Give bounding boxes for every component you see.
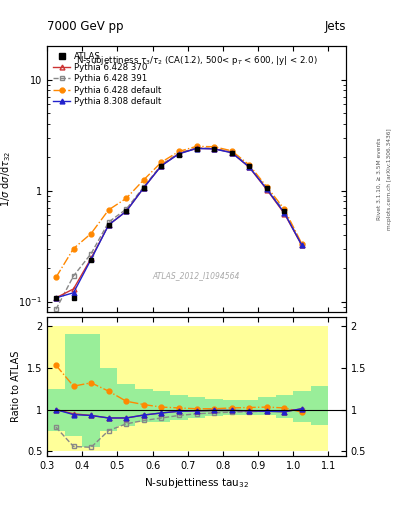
Bar: [65, 326, 82, 452]
Bar: [241, 399, 258, 415]
Bar: [241, 326, 258, 452]
Bar: [82, 334, 100, 447]
Bar: [205, 399, 223, 416]
Bar: [223, 399, 241, 415]
Bar: [65, 334, 82, 436]
Bar: [293, 391, 311, 422]
Bar: [152, 326, 170, 452]
Bar: [118, 385, 135, 426]
Bar: [47, 389, 65, 431]
Bar: [100, 368, 118, 431]
Bar: [135, 389, 152, 422]
Bar: [188, 326, 205, 452]
Text: mcplots.cern.ch [arXiv:1306.3436]: mcplots.cern.ch [arXiv:1306.3436]: [387, 129, 391, 230]
Bar: [293, 326, 311, 452]
Bar: [100, 326, 118, 452]
Y-axis label: 1/$\sigma$ d$\sigma$/d$\tau_{32}$: 1/$\sigma$ d$\sigma$/d$\tau_{32}$: [0, 151, 13, 207]
Legend: ATLAS, Pythia 6.428 370, Pythia 6.428 391, Pythia 6.428 default, Pythia 8.308 de: ATLAS, Pythia 6.428 370, Pythia 6.428 39…: [50, 49, 165, 109]
Bar: [258, 326, 275, 452]
Bar: [135, 326, 152, 452]
X-axis label: N-subjettiness tau$_{32}$: N-subjettiness tau$_{32}$: [144, 476, 249, 490]
Bar: [205, 326, 223, 452]
Bar: [275, 326, 293, 452]
Bar: [118, 326, 135, 452]
Bar: [223, 326, 241, 452]
Bar: [258, 397, 275, 415]
Bar: [170, 326, 188, 452]
Bar: [311, 386, 328, 424]
Bar: [152, 391, 170, 422]
Bar: [188, 397, 205, 418]
Bar: [275, 395, 293, 418]
Text: Rivet 3.1.10, ≥ 3.5M events: Rivet 3.1.10, ≥ 3.5M events: [377, 138, 382, 221]
Text: N-subjettiness $\tau_3/\tau_2$ (CA(1.2), 500< p$_T$ < 600, |y| < 2.0): N-subjettiness $\tau_3/\tau_2$ (CA(1.2),…: [75, 54, 318, 67]
Text: 7000 GeV pp: 7000 GeV pp: [47, 20, 124, 33]
Text: ATLAS_2012_I1094564: ATLAS_2012_I1094564: [153, 271, 240, 281]
Y-axis label: Ratio to ATLAS: Ratio to ATLAS: [11, 351, 21, 422]
Bar: [82, 326, 100, 452]
Text: Jets: Jets: [324, 20, 346, 33]
Bar: [170, 395, 188, 420]
Bar: [311, 326, 328, 452]
Bar: [47, 326, 65, 452]
